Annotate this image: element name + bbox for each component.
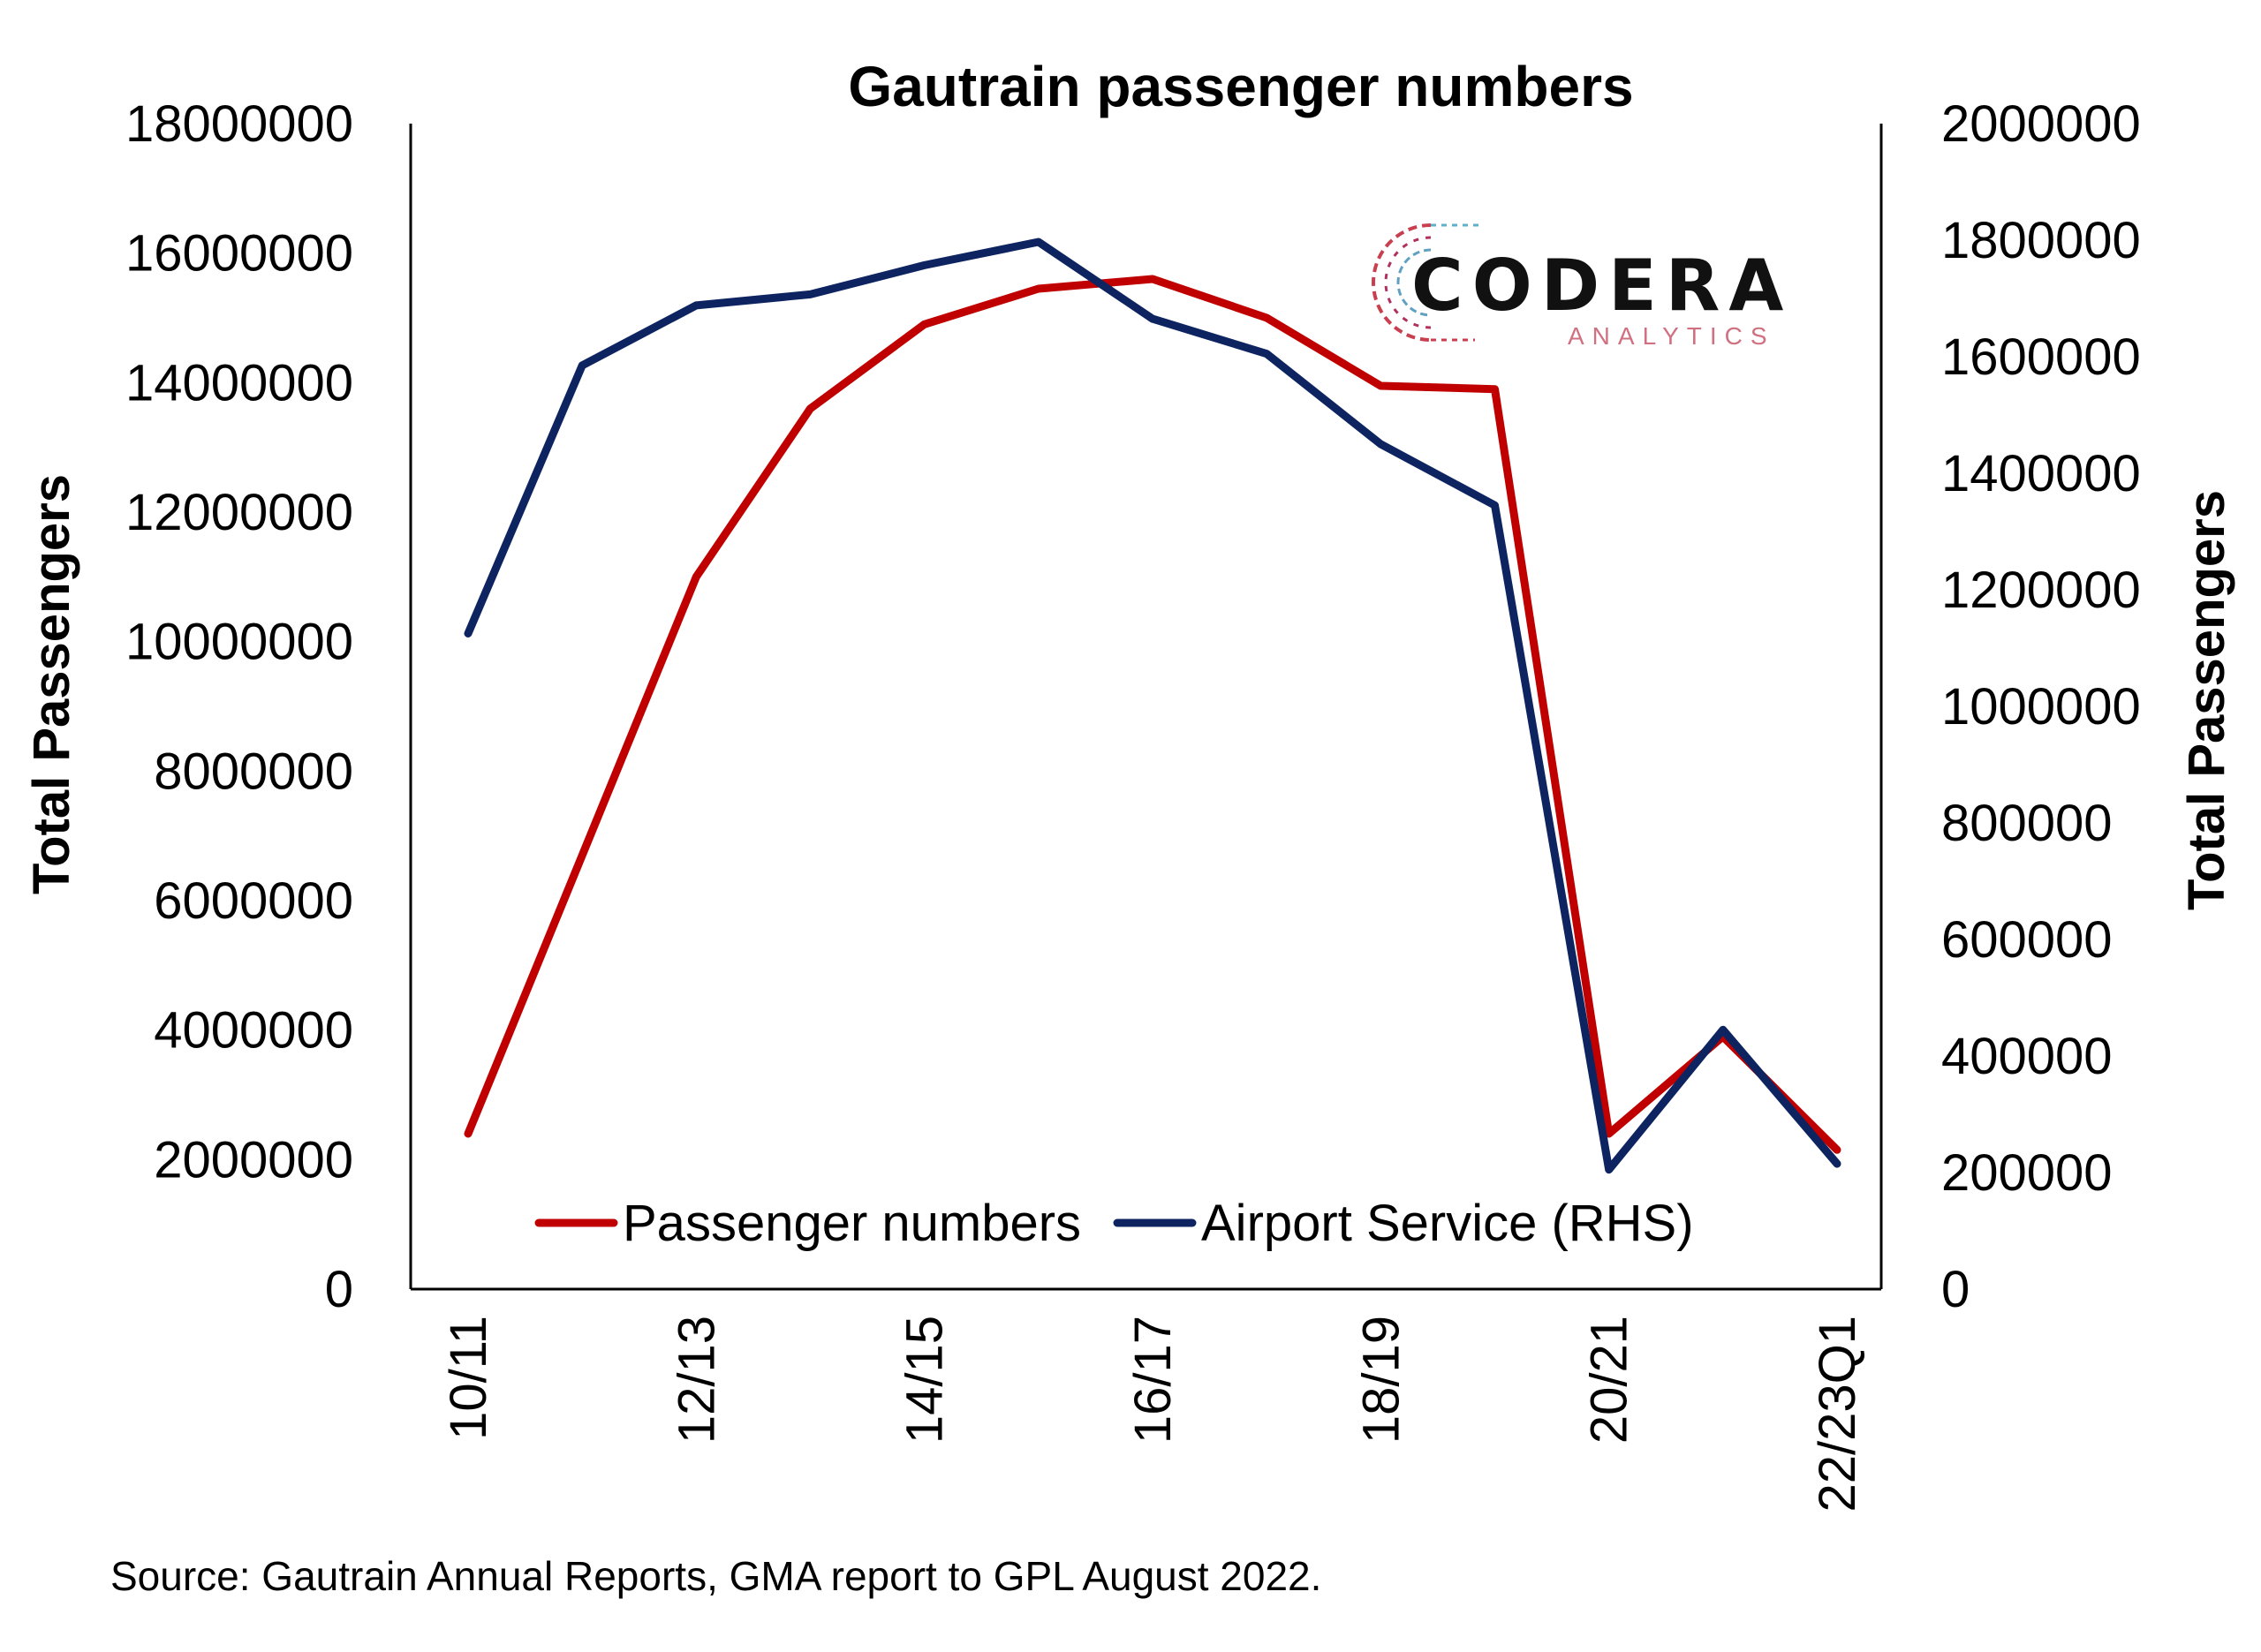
data-point bbox=[1608, 1133, 1610, 1135]
series-lines bbox=[464, 238, 1841, 1174]
x-tick-label: 18/19 bbox=[1352, 1316, 1410, 1444]
data-point bbox=[1608, 1169, 1610, 1171]
right-y-tick-label: 1000000 bbox=[1941, 678, 2141, 735]
logo-ring-icon bbox=[1372, 223, 1484, 342]
logo-wordmark: CODERA bbox=[1411, 245, 1793, 327]
series-line-passenger-numbers bbox=[464, 275, 1841, 1154]
logo-subtitle: ANALYTICS bbox=[1568, 322, 1775, 350]
data-point bbox=[1380, 385, 1381, 387]
data-point bbox=[467, 1133, 469, 1135]
codera-logo: CODERA ANALYTICS bbox=[1369, 216, 1828, 350]
x-tick-label: 10/11 bbox=[440, 1316, 497, 1440]
chart-title: Gautrain passenger numbers bbox=[848, 55, 1633, 118]
series-line-airport-service bbox=[464, 238, 1841, 1174]
right-y-tick-label: 1400000 bbox=[1941, 445, 2141, 502]
right-y-tick-label: 0 bbox=[1941, 1261, 1970, 1318]
right-y-tick-label: 400000 bbox=[1941, 1028, 2113, 1085]
data-point bbox=[1038, 288, 1040, 290]
data-point bbox=[695, 305, 697, 306]
data-point bbox=[1836, 1163, 1838, 1165]
data-point bbox=[1494, 504, 1495, 506]
left-y-tick-label: 18000000 bbox=[125, 95, 353, 153]
left-y-tick-label: 2000000 bbox=[154, 1131, 353, 1188]
data-point bbox=[467, 633, 469, 634]
source-note: Source: Gautrain Annual Reports, GMA rep… bbox=[110, 1553, 1322, 1599]
x-tick-labels: 10/11 12/13 14/15 16/17 18/19 20/21 22/23Q1 bbox=[440, 1316, 1866, 1512]
right-y-tick-labels: 0 200000 400000 600000 800000 1000000 1200000 1… bbox=[1941, 95, 2141, 1318]
x-tick-label: 20/21 bbox=[1581, 1316, 1638, 1444]
left-axis-title: Total Passengers bbox=[23, 474, 80, 894]
right-axis-title: Total Passengers bbox=[2178, 490, 2235, 910]
data-point bbox=[1380, 443, 1381, 445]
legend-label: Passenger numbers bbox=[623, 1195, 1081, 1252]
x-tick-label: 14/15 bbox=[896, 1316, 954, 1444]
right-y-tick-label: 200000 bbox=[1941, 1144, 2113, 1202]
left-y-tick-labels: 0 2000000 4000000 6000000 8000000 10000000 120… bbox=[125, 95, 353, 1318]
right-y-tick-label: 2000000 bbox=[1941, 95, 2141, 153]
left-y-tick-label: 8000000 bbox=[154, 743, 353, 800]
x-tick-label: 16/17 bbox=[1124, 1316, 1182, 1444]
data-point bbox=[924, 323, 926, 325]
right-y-tick-label: 1600000 bbox=[1941, 328, 2141, 386]
left-y-tick-label: 4000000 bbox=[154, 1002, 353, 1060]
data-point bbox=[1038, 241, 1040, 243]
right-y-tick-label: 600000 bbox=[1941, 911, 2113, 969]
legend: Passenger numbers Airport Service (RHS) bbox=[534, 1195, 1694, 1252]
data-point bbox=[1494, 388, 1495, 390]
axes bbox=[409, 124, 1883, 1291]
left-y-tick-label: 10000000 bbox=[125, 614, 353, 671]
data-point bbox=[810, 293, 811, 295]
left-y-tick-label: 16000000 bbox=[125, 225, 353, 283]
right-y-tick-label: 1800000 bbox=[1941, 212, 2141, 269]
x-tick-label: 12/13 bbox=[668, 1316, 725, 1444]
x-tick-label: 22/23Q1 bbox=[1809, 1316, 1866, 1512]
data-point bbox=[581, 365, 583, 366]
data-point bbox=[924, 264, 926, 266]
data-point bbox=[810, 408, 811, 410]
data-point bbox=[581, 855, 583, 856]
legend-label: Airport Service (RHS) bbox=[1201, 1195, 1694, 1252]
left-y-tick-label: 0 bbox=[325, 1261, 353, 1318]
left-y-tick-label: 12000000 bbox=[125, 484, 353, 541]
left-y-tick-label: 14000000 bbox=[125, 354, 353, 411]
right-y-tick-label: 800000 bbox=[1941, 795, 2113, 852]
left-y-tick-label: 6000000 bbox=[154, 872, 353, 930]
right-y-tick-label: 1200000 bbox=[1941, 562, 2141, 619]
